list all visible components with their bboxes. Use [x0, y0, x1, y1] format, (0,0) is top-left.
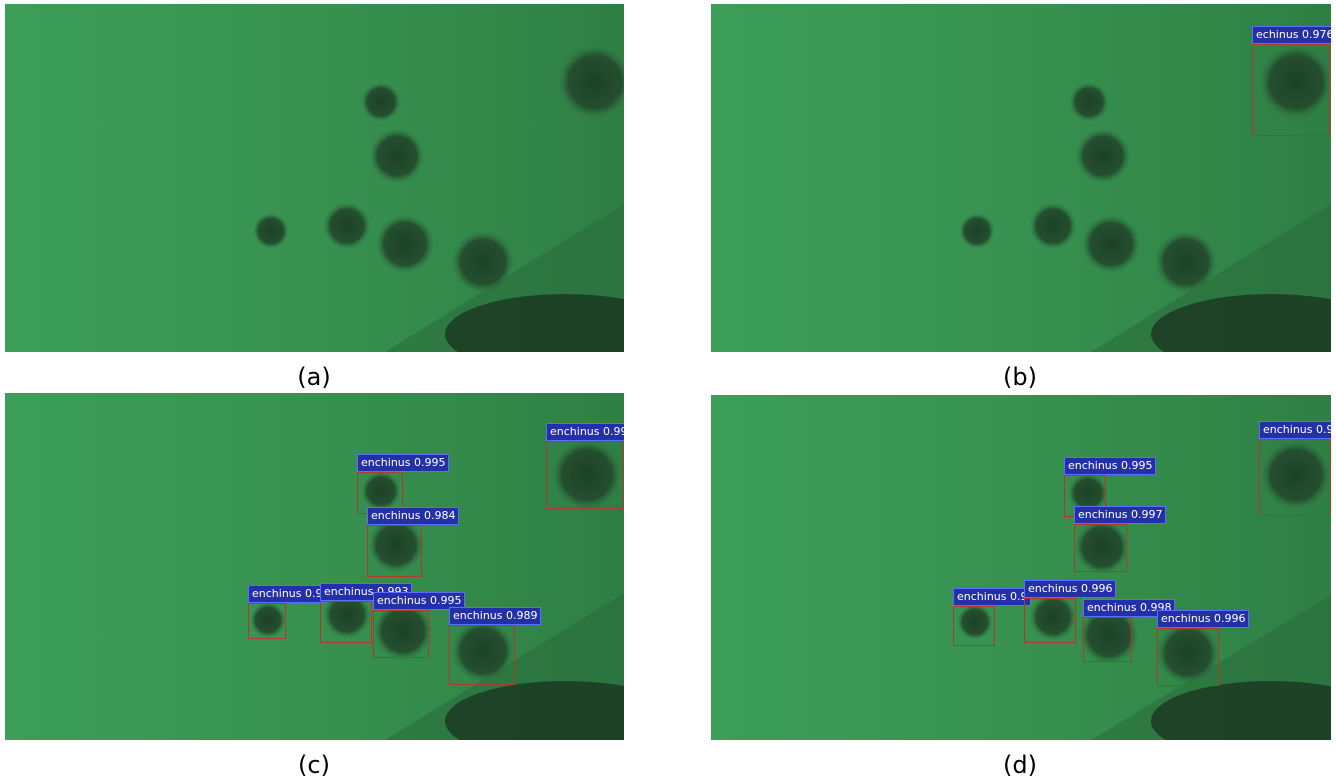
- panel-c-image: enchinus 0.99 enchinus 0.995 enchinus 0.…: [5, 393, 624, 740]
- bounding-box: [1074, 524, 1127, 572]
- caption-d: (d): [1003, 751, 1037, 779]
- detection-label: enchinus 0.9: [953, 588, 1032, 606]
- panel-b-image: echinus 0.976: [711, 4, 1331, 352]
- bounding-box: [953, 606, 995, 646]
- detection-label: enchinus 0.984: [367, 507, 460, 525]
- detection-label: enchinus 0.989: [449, 607, 542, 625]
- bounding-box: [320, 601, 372, 643]
- urchin: [361, 82, 401, 122]
- underwater-scene: [5, 393, 624, 740]
- detection-label: enchinus 0.995: [357, 454, 450, 472]
- detection-label: enchinus 0.996: [1157, 610, 1250, 628]
- underwater-scene: [711, 4, 1331, 352]
- detection-label: echinus 0.976: [1252, 26, 1331, 44]
- urchin: [451, 230, 515, 294]
- detection-label: enchinus 0.9: [248, 585, 327, 603]
- underwater-scene: [5, 4, 624, 352]
- bounding-box: [1083, 617, 1132, 662]
- underwater-scene: [711, 395, 1331, 740]
- bounding-box: [1157, 628, 1219, 686]
- panel-a-image: [5, 4, 624, 352]
- detection-label: enchinus 0.99: [546, 423, 624, 441]
- bounding-box: [248, 603, 286, 639]
- caption-a: (a): [297, 363, 331, 391]
- bounding-box: [449, 625, 515, 685]
- urchin: [557, 44, 624, 120]
- urchin: [375, 214, 435, 274]
- detection-label: enchinus 0.9: [1259, 421, 1331, 439]
- bounding-box: [1259, 439, 1331, 516]
- panel-d-image: enchinus 0.9 enchinus 0.995 enchinus 0.9…: [711, 395, 1331, 740]
- detection-label: enchinus 0.995: [1064, 457, 1157, 475]
- urchin: [369, 128, 425, 184]
- bounding-box: [1252, 44, 1330, 136]
- detection-label: enchinus 0.996: [1024, 580, 1117, 598]
- urchin: [323, 202, 371, 250]
- caption-b: (b): [1003, 363, 1037, 391]
- bounding-box: [1024, 598, 1076, 643]
- urchin: [253, 213, 289, 249]
- detection-label: enchinus 0.998: [1083, 599, 1176, 617]
- caption-c: (c): [298, 751, 330, 779]
- bounding-box: [367, 525, 422, 577]
- detection-label: enchinus 0.997: [1074, 506, 1167, 524]
- detection-label: enchinus 0.995: [373, 592, 466, 610]
- bounding-box: [546, 441, 624, 509]
- bounding-box: [373, 610, 429, 658]
